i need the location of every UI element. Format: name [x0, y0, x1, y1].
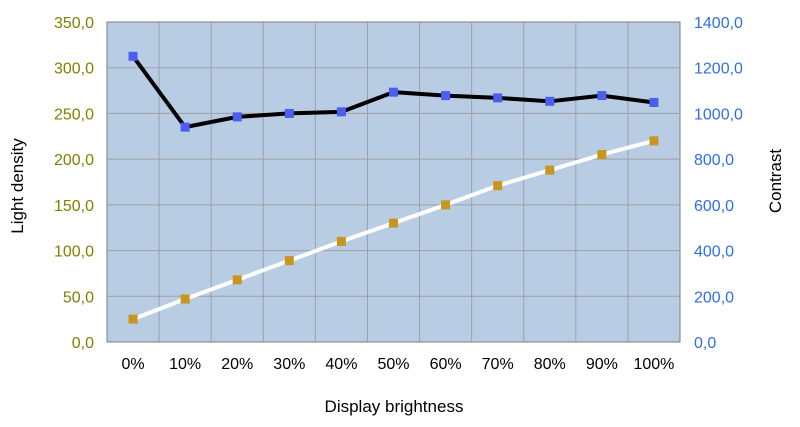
series-2-marker [389, 87, 398, 97]
x-tick-label: 40% [325, 356, 357, 373]
right-tick-label: 1200,0 [694, 61, 743, 78]
series-1-marker [493, 181, 503, 191]
series-2-marker [336, 107, 346, 117]
series-2-marker [284, 108, 294, 118]
series-1-marker [649, 136, 659, 146]
series-1-marker [597, 150, 607, 160]
x-tick-label: 0% [121, 356, 144, 373]
left-tick-label: 300,0 [54, 61, 94, 78]
x-tick-label: 50% [377, 356, 409, 373]
x-tick-label: 70% [482, 356, 514, 373]
left-axis-ticks: 0,0 50,0 100,0 150,0 200,0 250,0 300,0 350,0 [54, 15, 94, 352]
x-tick-label: 80% [534, 356, 566, 373]
left-tick-label: 350,0 [54, 15, 94, 32]
series-2-marker [180, 122, 190, 132]
series-2-marker [545, 96, 555, 106]
series-1-marker [545, 165, 555, 175]
series-1-marker [284, 256, 294, 266]
right-tick-label: 1400,0 [694, 15, 743, 32]
plot-area [106, 21, 681, 343]
left-tick-label: 100,0 [54, 244, 94, 261]
right-tick-label: 800,0 [694, 152, 734, 169]
series-2-marker [232, 112, 242, 122]
right-tick-label: 1000,0 [694, 106, 743, 123]
series-2-marker [493, 93, 503, 103]
right-axis-title: Contrast [766, 149, 785, 214]
series-1-marker [232, 275, 242, 285]
series-1-marker [180, 294, 190, 304]
left-axis-title: Light density [8, 138, 27, 234]
right-axis-ticks: 0,0 200,0 400,0 600,0 800,0 1000,0 1200,0 1400,… [694, 15, 743, 352]
series-1-marker [441, 200, 451, 210]
right-tick-label: 600,0 [694, 198, 734, 215]
x-tick-label: 10% [169, 356, 201, 373]
left-tick-label: 200,0 [54, 152, 94, 169]
x-axis-ticks: 0% 10% 20% 30% 40% 50% 60% 70% 80% 90% 100% [121, 356, 674, 373]
right-tick-label: 0,0 [694, 335, 716, 352]
series-2-marker [649, 97, 659, 107]
x-tick-label: 30% [273, 356, 305, 373]
left-tick-label: 50,0 [63, 289, 94, 306]
x-tick-label: 20% [221, 356, 253, 373]
left-tick-label: 0,0 [72, 335, 94, 352]
left-tick-label: 250,0 [54, 106, 94, 123]
right-tick-label: 200,0 [694, 289, 734, 306]
x-tick-label: 100% [633, 356, 674, 373]
series-1-marker [389, 218, 398, 228]
x-tick-label: 60% [430, 356, 462, 373]
series-2-marker [441, 91, 451, 101]
series-2-marker [597, 91, 607, 101]
series-1-marker [128, 314, 138, 324]
x-tick-label: 90% [586, 356, 618, 373]
series-2-marker [128, 51, 138, 61]
series-1-marker [336, 236, 346, 246]
x-axis-title: Display brightness [325, 397, 464, 416]
right-tick-label: 400,0 [694, 244, 734, 261]
left-tick-label: 150,0 [54, 198, 94, 215]
series-layer [128, 51, 659, 324]
